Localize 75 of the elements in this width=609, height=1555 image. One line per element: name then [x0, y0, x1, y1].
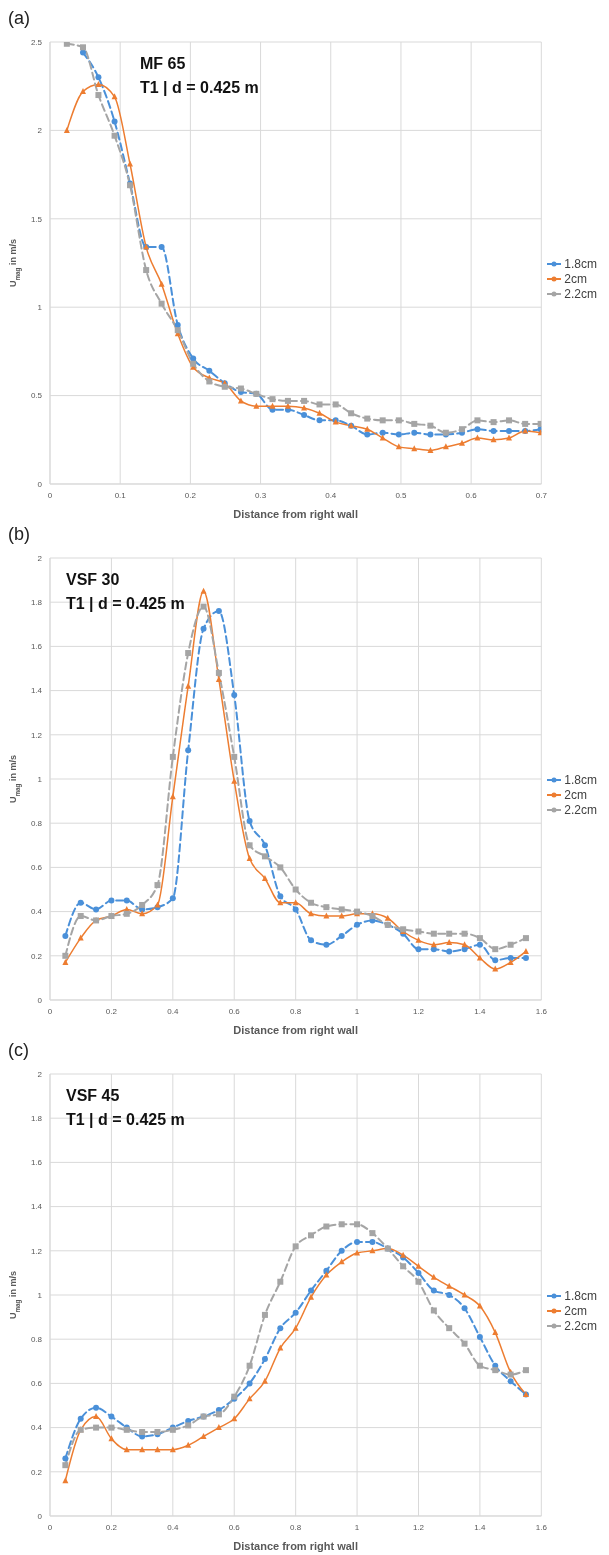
- y-tick-label: 0.4: [30, 907, 43, 917]
- x-tick-label: 0.8: [290, 1006, 302, 1016]
- text: T1 | d = 0.425 m: [66, 1110, 185, 1130]
- x-axis-title: Distance from right wall: [233, 1540, 359, 1552]
- text: VSF 45: [66, 1086, 121, 1106]
- x-tick-label: 1.4: [474, 1522, 487, 1532]
- y-tick-label: 1.6: [30, 1158, 43, 1168]
- x-tick-label: 1: [354, 1522, 360, 1532]
- y-tick-label: 2.5: [30, 37, 43, 47]
- y-tick-label: 2: [37, 126, 43, 136]
- y-tick-label: 1.4: [30, 1202, 43, 1212]
- x-tick-label: 0.4: [167, 1522, 179, 1532]
- legend-label: 1.8cm: [564, 772, 597, 788]
- legend-label: 2cm: [564, 271, 587, 287]
- y-tick-label: 1.2: [30, 730, 43, 740]
- y-tick-label: 1: [37, 1290, 43, 1300]
- legend-label: 2.2cm: [564, 286, 597, 302]
- y-tick-label: 2: [37, 1069, 43, 1079]
- x-tick-label: 0.5: [395, 490, 408, 500]
- x-tick-label: 0.4: [325, 490, 337, 500]
- y-tick-label: 1: [37, 774, 43, 784]
- y-tick-label: 0: [37, 1511, 43, 1521]
- x-tick-label: 0.1: [114, 490, 127, 500]
- legend-label: 2.2cm: [564, 802, 597, 818]
- x-tick-label: 1: [354, 1006, 360, 1016]
- x-tick-label: 0.6: [228, 1006, 241, 1016]
- x-tick-label: 0.2: [105, 1522, 118, 1532]
- text: VSF 30: [66, 570, 121, 590]
- y-tick-label: 0.6: [30, 1379, 43, 1389]
- y-tick-label: 1: [37, 303, 43, 313]
- x-axis-title: Distance from right wall: [233, 1024, 359, 1036]
- text: MF 65: [140, 54, 187, 74]
- x-tick-label: 0.2: [184, 490, 197, 500]
- y-tick-label: 0.2: [30, 951, 43, 961]
- y-tick-label: 0: [37, 479, 43, 489]
- x-tick-label: 1.2: [412, 1522, 425, 1532]
- y-tick-label: 1.4: [30, 686, 43, 696]
- y-tick-label: 1.6: [30, 642, 43, 652]
- x-tick-label: 1.2: [412, 1006, 425, 1016]
- x-tick-label: 1.6: [535, 1522, 548, 1532]
- legend-label: 1.8cm: [564, 256, 597, 272]
- legend-label: 2cm: [564, 787, 587, 803]
- y-tick-label: 0: [37, 995, 43, 1005]
- x-tick-label: 0.7: [535, 490, 548, 500]
- text: T1 | d = 0.425 m: [66, 594, 185, 614]
- x-tick-label: 0: [47, 1522, 53, 1532]
- x-tick-label: 0: [47, 1006, 53, 1016]
- text: (b): [8, 524, 30, 545]
- x-tick-label: 0.3: [255, 490, 267, 500]
- y-tick-label: 2: [37, 553, 43, 563]
- text: (a): [8, 8, 30, 29]
- x-tick-label: 1.4: [474, 1006, 487, 1016]
- y-tick-label: 1.8: [30, 1114, 43, 1124]
- x-tick-label: 0.8: [290, 1522, 302, 1532]
- x-axis-title: Distance from right wall: [233, 508, 359, 520]
- legend-label: 2cm: [564, 1303, 587, 1319]
- x-tick-label: 0.4: [167, 1006, 179, 1016]
- legend-label: 2.2cm: [564, 1318, 597, 1334]
- text: (c): [8, 1040, 29, 1061]
- x-tick-label: 0.6: [465, 490, 478, 500]
- y-tick-label: 0.8: [30, 1335, 43, 1345]
- text: T1 | d = 0.425 m: [140, 78, 259, 98]
- x-tick-label: 0.2: [105, 1006, 118, 1016]
- legend-label: 1.8cm: [564, 1288, 597, 1304]
- y-tick-label: 1.5: [30, 214, 43, 224]
- y-tick-label: 0.2: [30, 1467, 43, 1477]
- x-tick-label: 0: [47, 490, 53, 500]
- y-tick-label: 0.8: [30, 819, 43, 829]
- y-tick-label: 0.6: [30, 863, 43, 873]
- y-tick-label: 0.5: [30, 391, 43, 401]
- y-tick-label: 1.2: [30, 1246, 43, 1256]
- y-tick-label: 1.8: [30, 598, 43, 608]
- y-tick-label: 0.4: [30, 1423, 43, 1433]
- x-tick-label: 1.6: [535, 1006, 548, 1016]
- x-tick-label: 0.6: [228, 1522, 241, 1532]
